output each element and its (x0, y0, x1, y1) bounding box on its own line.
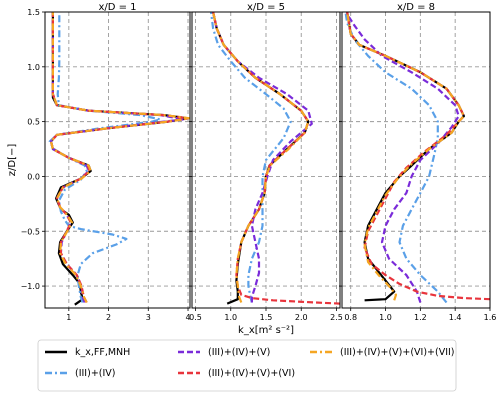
legend-label: (III)+(IV)+(V)+(VI) (208, 368, 295, 379)
series-line (346, 13, 460, 303)
x-tick-label: 4 (185, 313, 190, 322)
panels-group: 1 2 3 4 −1.0 −0.5 0.0 0.5 1.0 1.5 x/D = 1 0.5 1.0 1.5… (21, 2, 497, 322)
x-tick-label: 1.2 (414, 313, 427, 322)
series-line (344, 12, 448, 304)
x-tick-label: 0.5 (189, 313, 202, 322)
series-line (212, 12, 310, 305)
y-tick-label: 1.0 (27, 63, 40, 72)
legend-label: k_x,FF,MNH (75, 347, 130, 358)
y-tick-label: −1.0 (21, 282, 40, 291)
panel-title: x/D = 1 (98, 2, 136, 13)
legend-item: (III)+(IV)+(V)+(VI) (178, 368, 295, 379)
legend-item: (III)+(IV) (45, 368, 116, 379)
x-tick-label: 0.8 (344, 313, 357, 322)
series-line (49, 12, 186, 303)
legend: k_x,FF,MNH (III)+(IV) (III)+(IV)+(V) (III)+… (37, 339, 457, 392)
x-tick-label: 2.5 (330, 313, 343, 322)
legend-label: (III)+(IV)+(V)+(VI)+(VII) (340, 347, 455, 358)
series-line (49, 12, 190, 303)
legend-item: (III)+(IV)+(V)+(VI)+(VII) (310, 347, 455, 358)
y-axis-label: z/D[−] (7, 144, 18, 177)
x-tick-label: 1.5 (260, 313, 273, 322)
x-tick-label: 1.0 (224, 313, 237, 322)
series-line (212, 12, 313, 303)
panel-title: x/D = 8 (397, 2, 435, 13)
x-tick-label: 1.4 (449, 313, 462, 322)
x-tick-label: 2.0 (295, 313, 308, 322)
series-group (344, 12, 490, 304)
series-line (49, 12, 190, 303)
series-group (48, 12, 190, 306)
legend-label: (III)+(IV) (75, 368, 116, 379)
legend-label: (III)+(IV)+(V) (208, 347, 270, 358)
series-line (209, 12, 292, 303)
x-tick-label: 3 (146, 313, 151, 322)
legend-box (37, 339, 457, 392)
series-line (212, 12, 310, 303)
y-tick-label: 1.5 (27, 8, 40, 17)
panel-1: 1 2 3 4 −1.0 −0.5 0.0 0.5 1.0 1.5 x/D = 1 (21, 2, 191, 322)
panel-2: 0.5 1.0 1.5 2.0 2.5 x/D = 5 (189, 2, 343, 322)
y-tick-label: 0.0 (27, 172, 40, 181)
panel-frame (341, 11, 491, 309)
panel-frame (44, 11, 191, 309)
y-tick-label: −0.5 (21, 227, 40, 236)
x-tick-label: 1.0 (379, 313, 392, 322)
panel-3: 0.8 1.0 1.2 1.4 1.6 x/D = 8 (339, 2, 496, 322)
x-axis-label: k_x[m² s⁻²] (238, 325, 294, 336)
series-group (209, 12, 340, 305)
y-tick-label: 0.5 (27, 118, 40, 127)
x-tick-label: 1.6 (484, 313, 497, 322)
series-line (346, 12, 465, 301)
x-tick-label: 2 (106, 313, 111, 322)
legend-item: (III)+(IV)+(V) (178, 347, 270, 358)
x-tick-label: 1 (66, 313, 71, 322)
panel-title: x/D = 5 (247, 2, 285, 13)
legend-item: k_x,FF,MNH (45, 347, 130, 358)
